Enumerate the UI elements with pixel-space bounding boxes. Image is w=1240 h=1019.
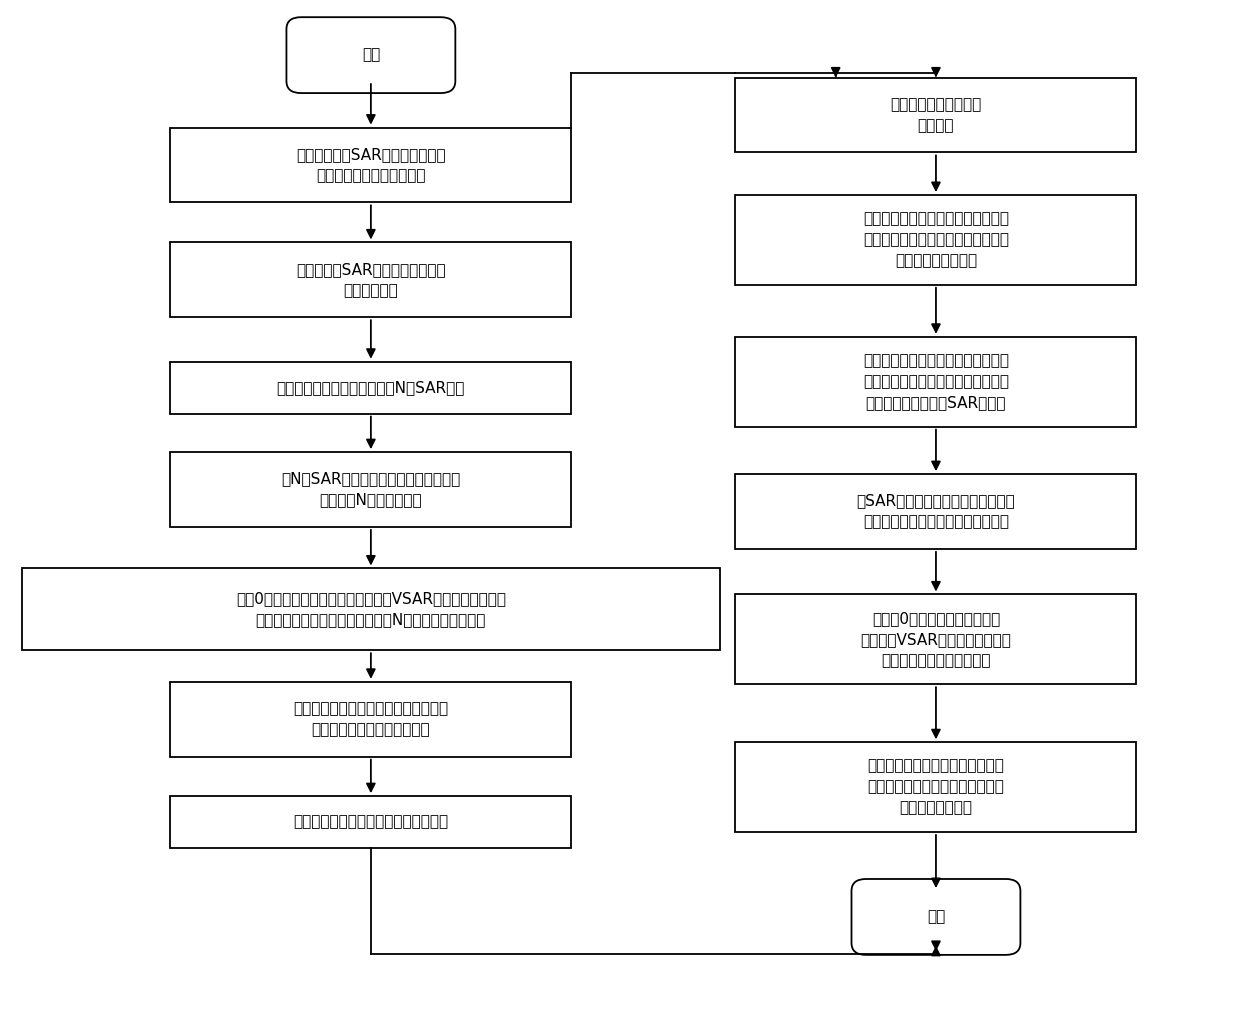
Text: 对除第0幅速度子图像进行零操
作，采用VSAR技术进行杂波抑制
后，进行离散傅里叶反变换: 对除第0幅速度子图像进行零操 作，采用VSAR技术进行杂波抑制 后，进行离散傅里… bbox=[861, 610, 1012, 667]
Text: 获取包含动目标的投影
成像空间: 获取包含动目标的投影 成像空间 bbox=[890, 97, 982, 133]
Text: 重新定位动目标，获取动目标真实位置: 重新定位动目标，获取动目标真实位置 bbox=[294, 814, 449, 829]
Bar bbox=[170, 243, 572, 317]
Bar bbox=[735, 336, 1136, 427]
Bar bbox=[735, 474, 1136, 549]
Text: 根据构造函数，在包含动目标的投影
成像空间，再次进行投影成像处理，
得到不同方位速度的SAR子图像: 根据构造函数，在包含动目标的投影 成像空间，再次进行投影成像处理， 得到不同方位… bbox=[863, 354, 1009, 411]
Bar bbox=[735, 77, 1136, 153]
Text: 获取多通道SAR系统回波数据，并
进行距离压缩: 获取多通道SAR系统回波数据，并 进行距离压缩 bbox=[296, 262, 445, 298]
FancyBboxPatch shape bbox=[286, 17, 455, 93]
Text: 对第0幅速度图像进行置零操作，采用VSAR技术进行杂波抑制
后，进行离散傅里叶反变换，得到N幅杂波抑制后的图像: 对第0幅速度图像进行置零操作，采用VSAR技术进行杂波抑制 后，进行离散傅里叶反… bbox=[236, 591, 506, 628]
Bar bbox=[21, 569, 720, 650]
Text: 进行时域后向投影成像，得到N幅SAR图像: 进行时域后向投影成像，得到N幅SAR图像 bbox=[277, 380, 465, 395]
Bar bbox=[170, 796, 572, 848]
Text: 取一系列动目标方位向速度，根据估
计出的距离向速度，动目标真实位置
构造一系列相关函数: 取一系列动目标方位向速度，根据估 计出的距离向速度，动目标真实位置 构造一系列相… bbox=[863, 211, 1009, 268]
Bar bbox=[735, 742, 1136, 833]
Text: 对N幅SAR图像逐像素进行离散傅里叶变
换，得到N幅速度子图像: 对N幅SAR图像逐像素进行离散傅里叶变 换，得到N幅速度子图像 bbox=[281, 472, 460, 507]
Text: 结束: 结束 bbox=[926, 909, 945, 924]
Bar bbox=[735, 195, 1136, 285]
Bar bbox=[170, 127, 572, 203]
FancyBboxPatch shape bbox=[852, 879, 1021, 955]
Bar bbox=[170, 362, 572, 414]
Text: 采用恒虚警检测方法检测动目标位置，
并估计动目标在距离向的速度: 采用恒虚警检测方法检测动目标位置， 并估计动目标在距离向的速度 bbox=[294, 701, 449, 737]
Text: 对SAR子图像逐像素进行离散傅里叶
变换得到不同方位速度的速度子图像: 对SAR子图像逐像素进行离散傅里叶 变换得到不同方位速度的速度子图像 bbox=[857, 493, 1016, 530]
Text: 初始化多通道SAR雷达系统参数、
动目标参数和投影成像空间: 初始化多通道SAR雷达系统参数、 动目标参数和投影成像空间 bbox=[296, 147, 445, 183]
Text: 采用最小熵方法，得到最小熵子图
像，取出对应的方位向速度即为动
目标的方位向速度: 采用最小熵方法，得到最小熵子图 像，取出对应的方位向速度即为动 目标的方位向速度 bbox=[868, 758, 1004, 815]
Bar bbox=[170, 452, 572, 527]
Bar bbox=[170, 682, 572, 757]
Text: 开始: 开始 bbox=[362, 48, 379, 62]
Bar bbox=[735, 594, 1136, 685]
